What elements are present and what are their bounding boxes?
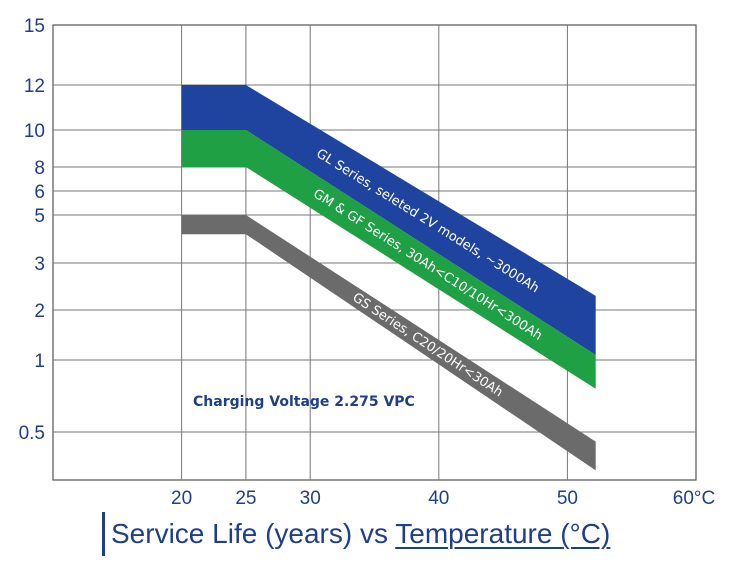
y-tick-label-3: 8 xyxy=(34,158,45,179)
y-tick-label-9: 0.5 xyxy=(19,423,45,444)
x-tick-label-3: 40 xyxy=(428,488,449,509)
y-tick-label-0: 15 xyxy=(24,16,45,37)
x-tick-label-1: 25 xyxy=(235,488,256,509)
caption-part-1: Service Life (years) vs xyxy=(111,518,396,549)
y-tick-label-4: 6 xyxy=(34,182,45,203)
tick-labels: 15 12 10 8 6 5 3 2 1 0.5 20 25 30 40 50 60°C xyxy=(19,16,716,509)
series-bands xyxy=(181,85,596,471)
y-tick-label-1: 12 xyxy=(24,76,45,97)
series-band-1 xyxy=(181,130,596,389)
y-tick-label-6: 3 xyxy=(34,254,45,275)
y-tick-label-5: 5 xyxy=(34,206,45,227)
x-tick-label-5: 60°C xyxy=(673,488,715,509)
series-band-0 xyxy=(181,85,596,355)
y-tick-label-7: 2 xyxy=(34,301,45,322)
y-tick-label-2: 10 xyxy=(24,121,45,142)
x-tick-label-0: 20 xyxy=(171,488,192,509)
charging-voltage-note: Charging Voltage 2.275 VPC xyxy=(193,394,415,410)
grid xyxy=(52,24,697,481)
chart-caption: Service Life (years) vs Temperature (°C) xyxy=(102,512,610,556)
x-tick-label-4: 50 xyxy=(557,488,578,509)
y-tick-label-8: 1 xyxy=(34,351,45,372)
plot-frame xyxy=(52,24,697,481)
x-tick-label-2: 30 xyxy=(300,488,321,509)
caption-part-2: Temperature (°C) xyxy=(395,518,611,549)
